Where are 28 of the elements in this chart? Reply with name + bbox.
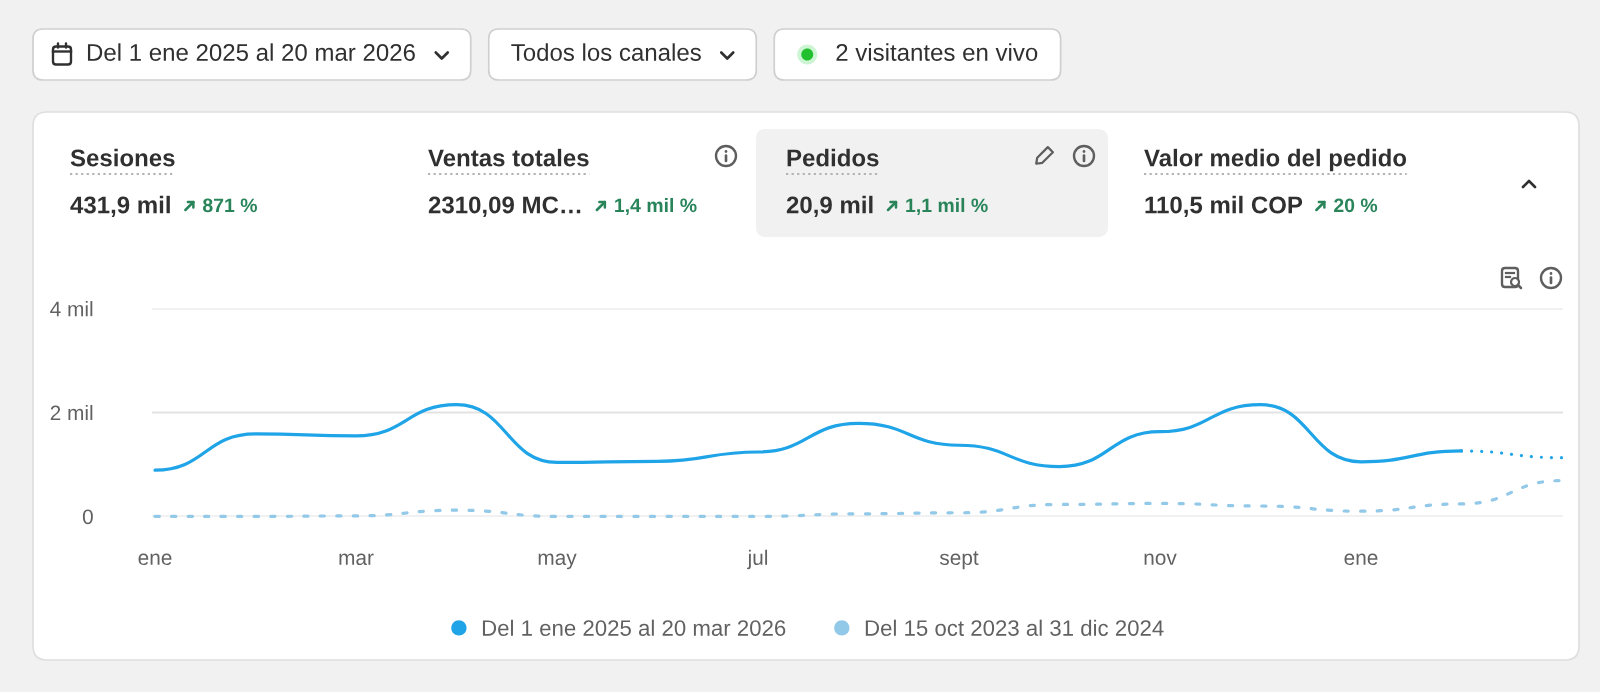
text: 20 % [1334,198,1378,213]
text: 1,4 mil % [615,197,697,216]
text: Todos los canales [511,43,701,61]
text: Sesiones [70,148,175,167]
text: Valor medio del pedido [1144,148,1407,172]
text: 1,1 mil % [906,197,988,216]
text: 2 visitantes en vivo [836,43,1038,61]
y-tick-label: 2 mil [50,404,93,421]
text: 431,9 mil [70,195,170,217]
text: Pedidos [787,148,879,167]
x-tick-label: jul [747,549,768,570]
text: 20,9 mil [786,195,873,217]
text: Ventas totales [428,148,589,167]
x-tick-label: may [538,553,577,570]
text: Del 1 ene 2025 al 20 mar 2026 [87,43,415,61]
x-tick-label: sept [939,551,979,570]
x-tick-label: mar [339,553,374,566]
text: 871 % [202,198,257,213]
legend-label: Del 1 ene 2025 al 20 mar 2026 [482,619,786,636]
y-tick-label: 0 [82,509,93,525]
text: 110,5 mil COP [1145,195,1303,217]
x-tick-label: ene [1344,553,1378,566]
y-tick-label: 4 mil [50,301,93,317]
line-series [153,478,1564,518]
x-tick-label: nov [1144,553,1177,566]
legend-label: Del 15 oct 2023 al 31 dic 2024 [865,619,1164,636]
x-tick-label: ene [138,553,172,566]
text: 2310,09 MC… [428,196,581,217]
